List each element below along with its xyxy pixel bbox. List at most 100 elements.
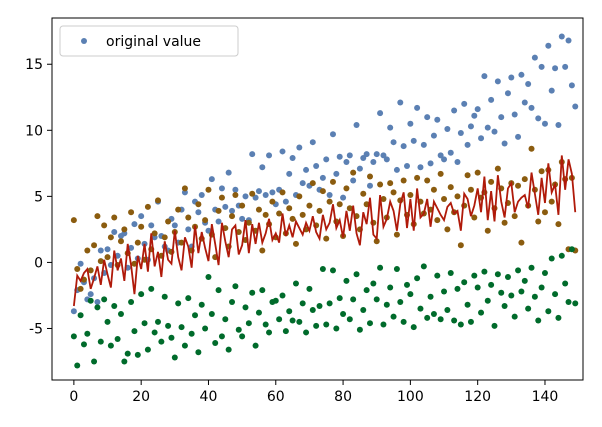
point <box>568 246 575 253</box>
point <box>555 122 562 129</box>
point <box>417 164 424 171</box>
point <box>387 180 394 187</box>
point <box>299 211 306 218</box>
point <box>464 141 471 148</box>
point <box>128 209 135 216</box>
point <box>131 328 138 335</box>
point <box>508 292 515 299</box>
point <box>286 170 293 177</box>
point <box>562 280 569 287</box>
point <box>249 289 256 296</box>
point <box>340 310 347 317</box>
point <box>326 192 333 199</box>
point <box>336 295 343 302</box>
point <box>498 289 505 296</box>
legend-box <box>59 25 239 57</box>
point <box>269 198 276 205</box>
point <box>171 354 178 361</box>
point <box>427 160 434 167</box>
point <box>400 143 407 150</box>
point <box>397 299 404 306</box>
point <box>255 206 262 213</box>
x-tick-label: 100 <box>397 389 424 405</box>
x-tick-label: 60 <box>267 389 285 405</box>
point <box>121 358 128 365</box>
point <box>457 321 464 328</box>
point <box>215 207 222 214</box>
point <box>323 321 330 328</box>
point <box>319 266 326 273</box>
point <box>538 168 545 175</box>
point <box>488 178 495 185</box>
point <box>94 213 101 220</box>
point <box>481 268 488 275</box>
point <box>121 226 128 233</box>
point <box>151 329 158 336</box>
point <box>447 269 454 276</box>
point <box>249 190 256 197</box>
point <box>474 169 481 176</box>
point <box>400 177 407 184</box>
point <box>474 106 481 113</box>
point <box>521 99 528 106</box>
point <box>451 107 458 114</box>
point <box>491 322 498 329</box>
point <box>380 196 387 202</box>
point <box>427 293 434 300</box>
point <box>326 198 333 205</box>
point <box>262 192 269 199</box>
point <box>494 271 501 278</box>
x-tick-label: 20 <box>132 389 150 405</box>
point <box>222 316 229 323</box>
point <box>175 300 182 307</box>
point <box>94 304 101 311</box>
point <box>134 239 141 246</box>
point <box>333 170 340 177</box>
point <box>366 182 373 189</box>
point <box>474 284 481 291</box>
point <box>430 132 437 139</box>
point <box>464 301 471 308</box>
point <box>202 325 209 332</box>
point <box>229 299 236 306</box>
x-tick-label: 80 <box>334 389 352 405</box>
point <box>471 272 478 279</box>
point <box>424 314 431 321</box>
point <box>161 293 168 300</box>
point <box>464 172 471 179</box>
line <box>72 155 577 307</box>
point <box>565 37 572 44</box>
point <box>94 299 101 306</box>
point <box>198 192 205 199</box>
point <box>195 209 202 216</box>
point <box>501 219 508 226</box>
point <box>420 263 427 270</box>
point <box>104 318 111 325</box>
point <box>225 346 232 353</box>
point <box>515 267 522 274</box>
point <box>558 33 565 40</box>
point <box>437 170 444 177</box>
point <box>171 222 178 229</box>
point <box>87 297 94 304</box>
point <box>192 312 199 319</box>
point <box>454 193 461 200</box>
point <box>471 112 478 119</box>
point <box>572 300 579 307</box>
point <box>488 281 495 288</box>
point <box>535 218 542 225</box>
point <box>390 189 397 196</box>
point <box>525 305 532 312</box>
point <box>269 189 276 196</box>
point <box>212 340 219 347</box>
point <box>457 242 464 249</box>
point <box>515 133 522 140</box>
point <box>128 299 135 306</box>
point <box>205 273 212 280</box>
point <box>417 305 424 312</box>
point <box>128 244 135 251</box>
x-tick-label: 140 <box>532 389 559 405</box>
point <box>245 219 252 226</box>
point <box>501 140 508 147</box>
